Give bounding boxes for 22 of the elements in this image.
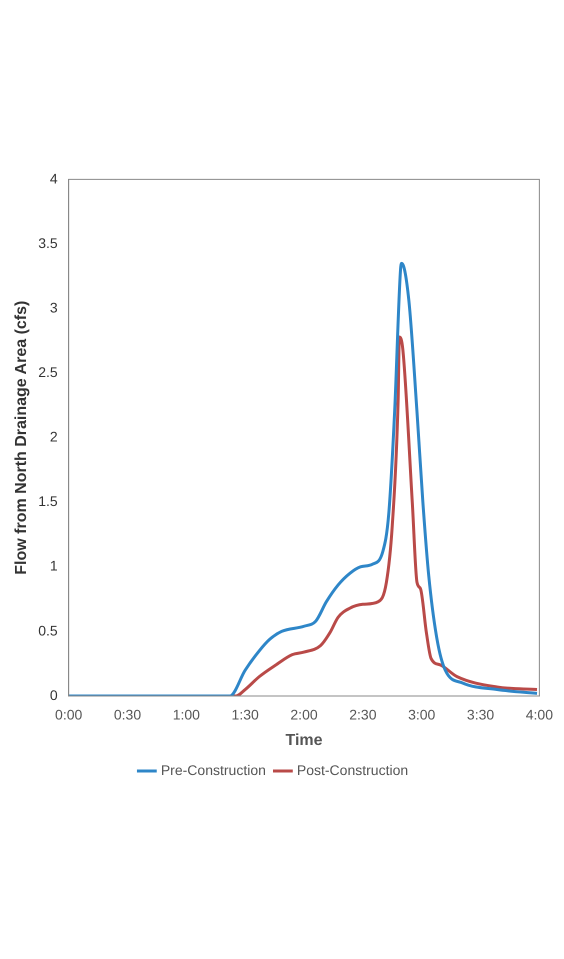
x-tick-label: 3:00: [408, 706, 436, 722]
x-tick-label: 4:00: [526, 706, 554, 722]
x-axis-title: Time: [285, 732, 323, 749]
legend-label: Pre-Construction: [160, 762, 266, 778]
y-tick-label: 1.5: [38, 493, 58, 510]
y-tick-label: 1: [50, 558, 58, 574]
x-tick-label: 1:00: [172, 706, 200, 722]
y-tick-label: 2.5: [38, 364, 58, 380]
x-tick-label: 0:00: [55, 706, 82, 722]
x-tick-label: 0:30: [114, 706, 142, 722]
y-axis-title: Flow from North Drainage Area (cfs): [13, 300, 30, 575]
y-tick-label: 4: [50, 170, 58, 186]
y-tick-label: 3: [50, 299, 58, 316]
legend-label: Post-Construction: [296, 762, 408, 778]
y-tick-label: 0: [50, 686, 58, 703]
x-tick-label: 2:00: [290, 706, 318, 722]
x-tick-label: 2:30: [349, 706, 377, 722]
y-tick-label: 0.5: [38, 622, 58, 638]
y-tick-label: 3.5: [38, 234, 58, 251]
x-tick-label: 3:30: [466, 706, 494, 722]
x-tick-label: 1:30: [232, 706, 260, 722]
y-tick-label: 2: [50, 428, 58, 445]
